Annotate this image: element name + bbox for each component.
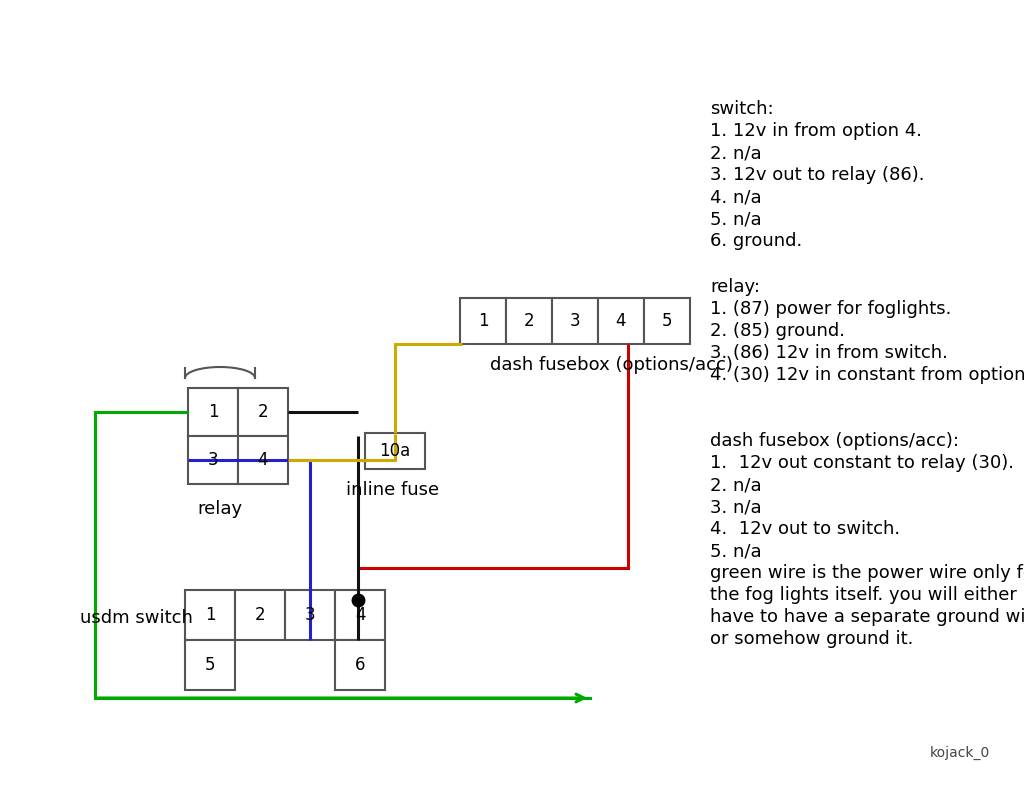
Text: 2: 2: [523, 312, 535, 330]
Text: 1.  12v out constant to relay (30).: 1. 12v out constant to relay (30).: [710, 454, 1014, 472]
Text: 4.  12v out to switch.: 4. 12v out to switch.: [710, 520, 900, 538]
Text: dash fusebox (options/acc): dash fusebox (options/acc): [490, 356, 733, 374]
Text: 3. n/a: 3. n/a: [710, 498, 762, 516]
Bar: [506, 298, 552, 344]
Text: 5. n/a: 5. n/a: [710, 542, 762, 560]
Bar: [188, 436, 238, 484]
Bar: [460, 298, 506, 344]
Text: or somehow ground it.: or somehow ground it.: [710, 630, 913, 648]
Text: 2. n/a: 2. n/a: [710, 476, 762, 494]
Bar: [598, 298, 644, 344]
Text: 4: 4: [354, 606, 366, 624]
Text: 3. (86) 12v in from switch.: 3. (86) 12v in from switch.: [710, 344, 948, 362]
Bar: [238, 388, 288, 436]
Text: relay: relay: [198, 500, 243, 518]
Text: 4: 4: [615, 312, 627, 330]
Bar: [238, 436, 288, 484]
Text: have to have a separate ground wire: have to have a separate ground wire: [710, 608, 1024, 626]
Text: switch:: switch:: [710, 100, 773, 118]
Bar: [234, 590, 285, 640]
Bar: [644, 298, 690, 344]
Text: kojack_0: kojack_0: [930, 746, 990, 760]
Text: 5. n/a: 5. n/a: [710, 210, 762, 228]
Bar: [188, 388, 238, 436]
Text: 10a: 10a: [379, 442, 411, 460]
Text: inline fuse: inline fuse: [346, 481, 439, 499]
Text: 2: 2: [258, 403, 268, 421]
Bar: [335, 590, 385, 640]
Text: relay:: relay:: [710, 278, 760, 296]
Text: dash fusebox (options/acc):: dash fusebox (options/acc):: [710, 432, 959, 450]
Text: 1: 1: [205, 606, 215, 624]
Text: 4: 4: [258, 451, 268, 469]
Text: 1. (87) power for foglights.: 1. (87) power for foglights.: [710, 300, 951, 318]
Text: 5: 5: [205, 656, 215, 674]
Text: 6. ground.: 6. ground.: [710, 232, 802, 250]
Text: 5: 5: [662, 312, 672, 330]
Bar: [365, 433, 425, 469]
Text: green wire is the power wire only for: green wire is the power wire only for: [710, 564, 1024, 582]
Bar: [185, 640, 234, 690]
Text: 1: 1: [477, 312, 488, 330]
Text: 3: 3: [569, 312, 581, 330]
Bar: [285, 590, 335, 640]
Text: 2. (85) ground.: 2. (85) ground.: [710, 322, 845, 340]
Text: 3: 3: [305, 606, 315, 624]
Text: 2. n/a: 2. n/a: [710, 144, 762, 162]
Text: 3. 12v out to relay (86).: 3. 12v out to relay (86).: [710, 166, 925, 184]
Bar: [335, 640, 385, 690]
Text: 4. n/a: 4. n/a: [710, 188, 762, 206]
Text: usdm switch: usdm switch: [80, 609, 193, 627]
Text: 2: 2: [255, 606, 265, 624]
Text: the fog lights itself. you will either: the fog lights itself. you will either: [710, 586, 1017, 604]
Text: 1: 1: [208, 403, 218, 421]
Text: 1. 12v in from option 4.: 1. 12v in from option 4.: [710, 122, 922, 140]
Text: 6: 6: [354, 656, 366, 674]
Bar: [185, 590, 234, 640]
Bar: [552, 298, 598, 344]
Text: 4. (30) 12v in constant from option 1.: 4. (30) 12v in constant from option 1.: [710, 366, 1024, 384]
Text: 3: 3: [208, 451, 218, 469]
